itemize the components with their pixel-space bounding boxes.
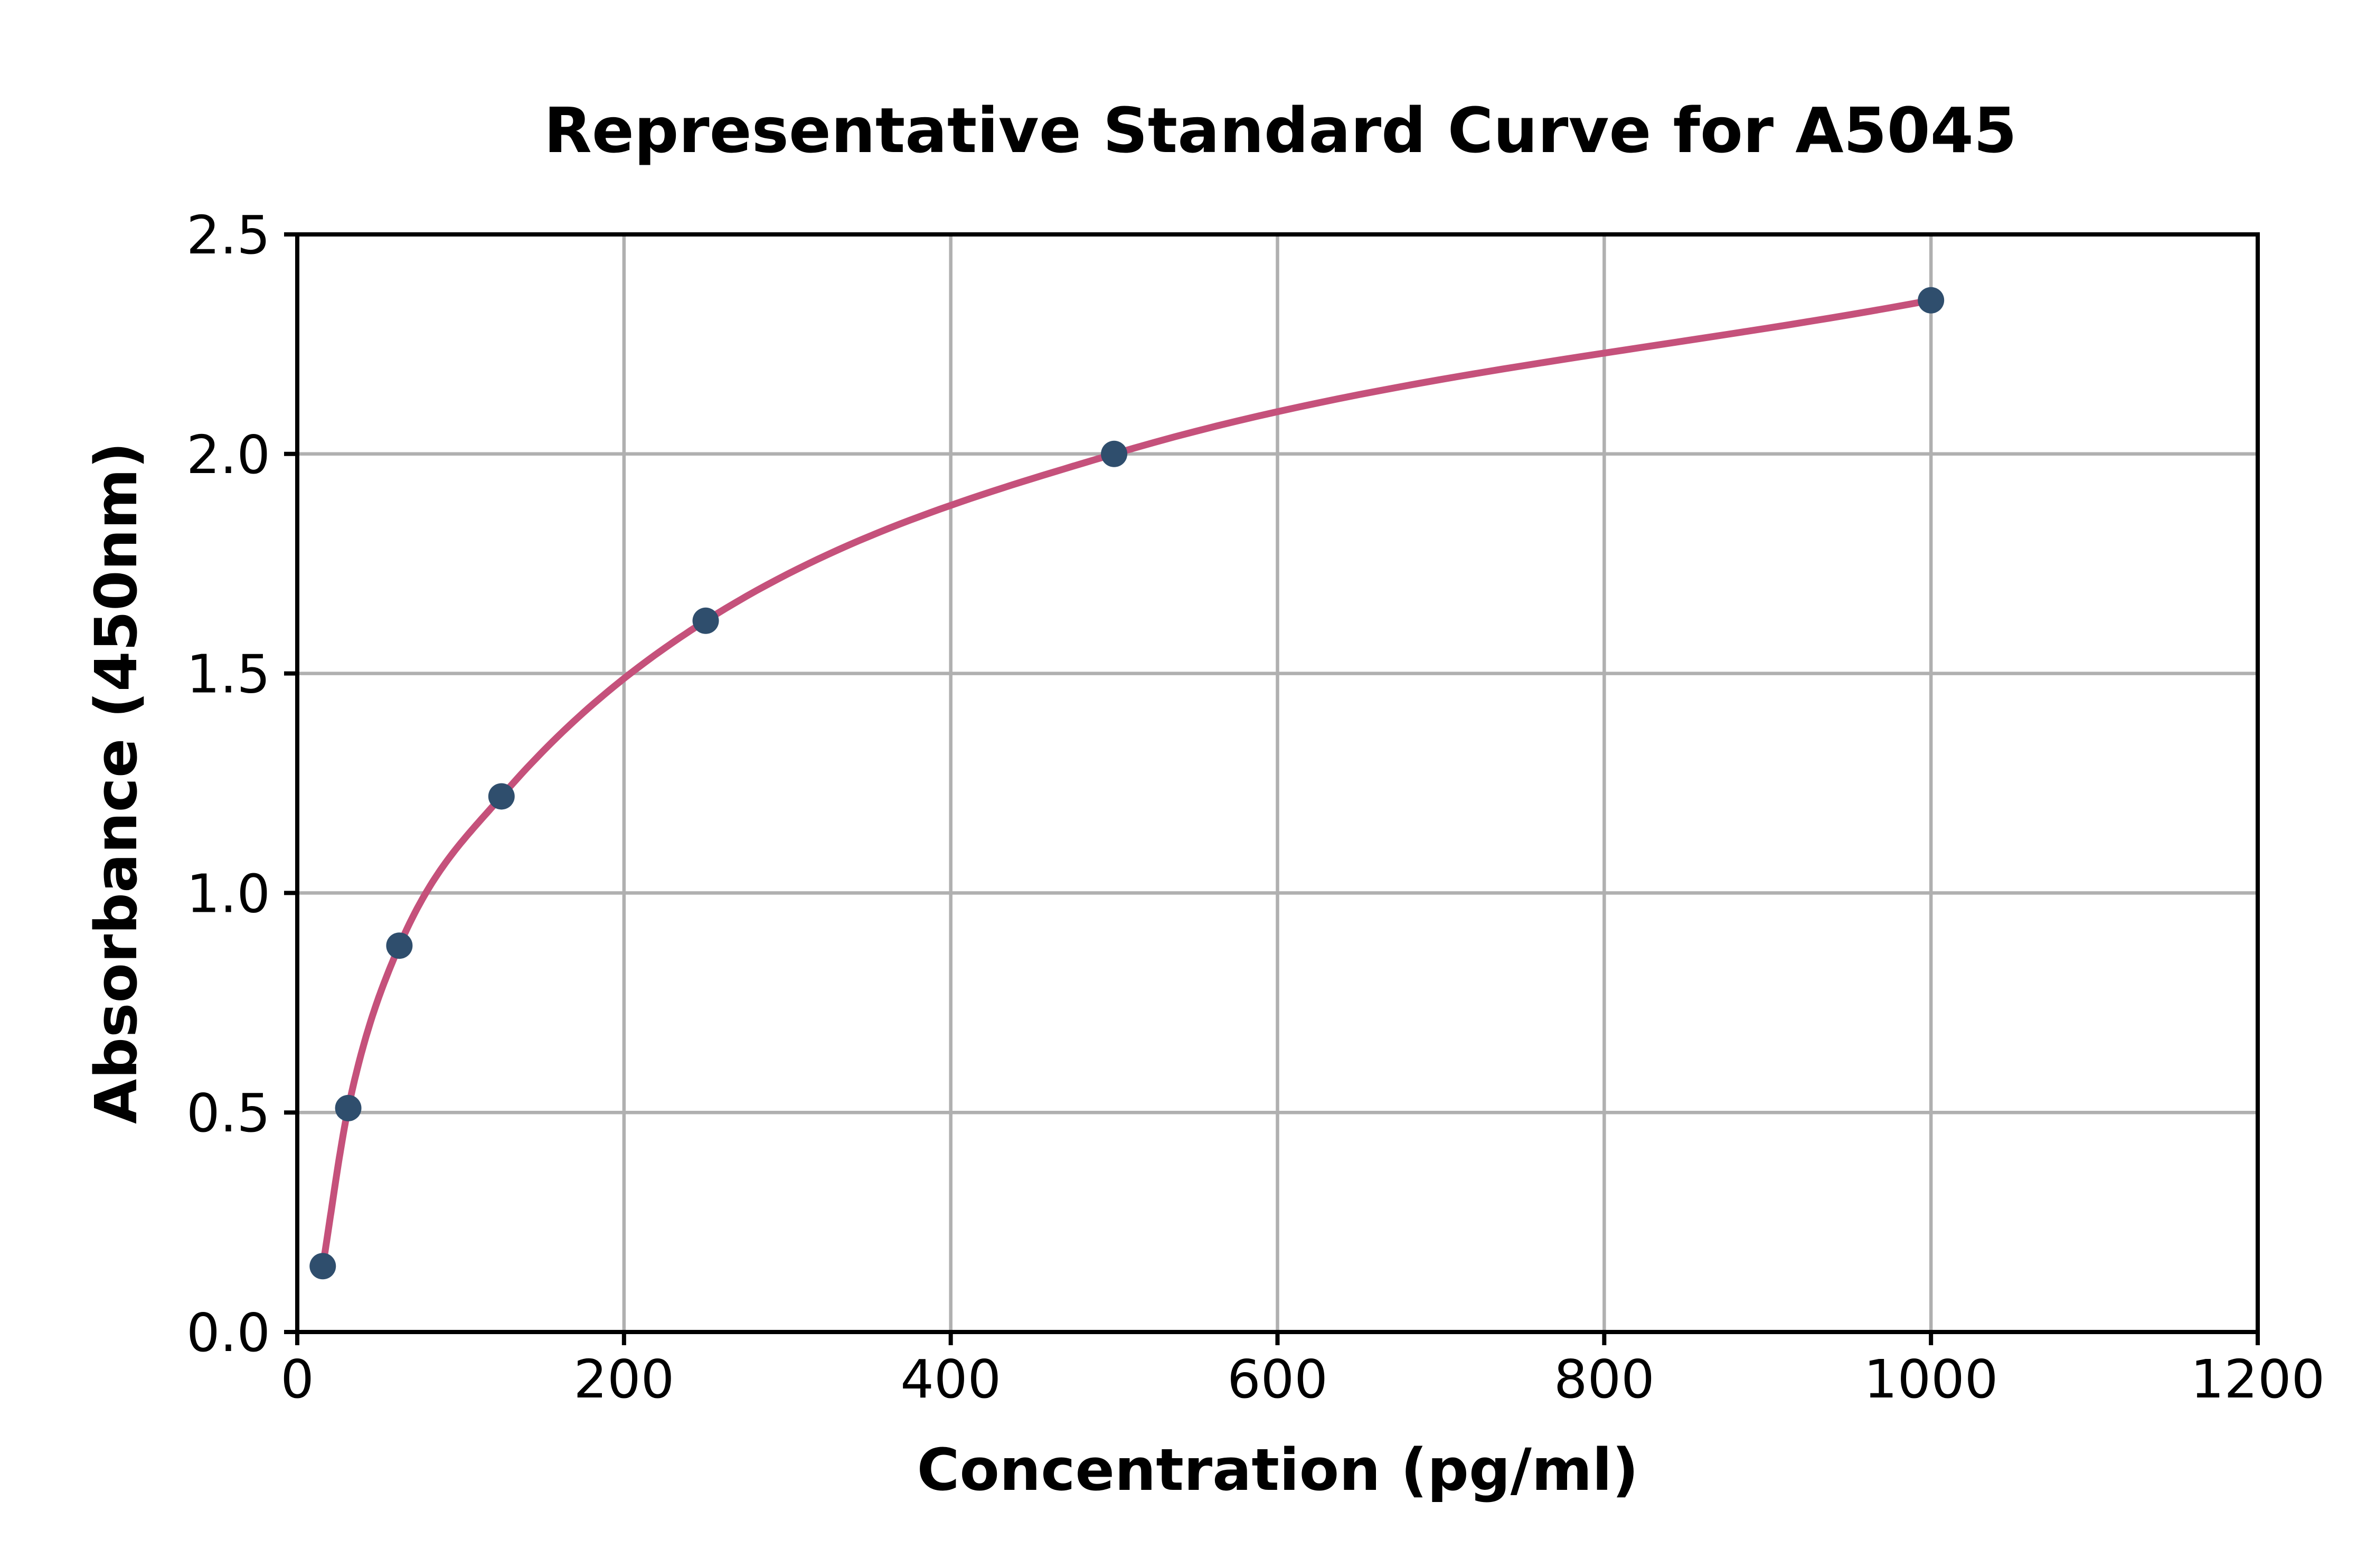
data-point xyxy=(335,1094,362,1121)
x-tick-label: 1000 xyxy=(1864,1348,1998,1410)
x-tick-label: 200 xyxy=(573,1348,674,1410)
y-axis-label: Absorbance (450nm) xyxy=(82,442,150,1124)
x-tick-labels: 0 200 400 600 800 1000 1200 xyxy=(280,1348,2325,1410)
plot-border xyxy=(295,232,2260,1334)
y-tick-label: 1.5 xyxy=(186,644,270,705)
x-gridlines xyxy=(622,234,1933,1332)
y-axis-ticks xyxy=(284,232,297,1334)
x-axis-label: Concentration (pg/ml) xyxy=(917,1436,1639,1504)
data-point xyxy=(309,1253,336,1280)
y-tick-label: 2.0 xyxy=(186,424,270,486)
data-point xyxy=(1918,287,1945,314)
x-tick-label: 600 xyxy=(1227,1348,1328,1410)
chart-title: Representative Standard Curve for A5045 xyxy=(544,94,2017,167)
y-tick-label: 1.0 xyxy=(186,863,270,924)
x-tick-label: 800 xyxy=(1554,1348,1655,1410)
x-tick-label: 0 xyxy=(280,1348,314,1410)
x-axis-ticks xyxy=(295,1332,2260,1345)
data-point xyxy=(488,783,515,810)
y-tick-label: 2.5 xyxy=(186,204,270,266)
x-tick-label: 400 xyxy=(900,1348,1001,1410)
y-tick-label: 0.5 xyxy=(186,1082,270,1144)
data-points xyxy=(309,287,1945,1280)
x-tick-label: 1200 xyxy=(2191,1348,2325,1410)
data-point xyxy=(692,607,719,634)
y-tick-label: 0.0 xyxy=(186,1302,270,1364)
data-point xyxy=(1101,440,1128,467)
data-point xyxy=(386,932,413,959)
y-tick-labels: 0.0 0.5 1.0 1.5 2.0 2.5 xyxy=(186,204,270,1364)
y-gridlines xyxy=(297,452,2258,1114)
